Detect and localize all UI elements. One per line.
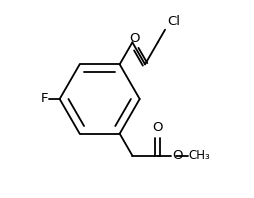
Text: F: F (40, 92, 48, 106)
Text: O: O (152, 121, 163, 134)
Text: O: O (129, 32, 139, 45)
Text: O: O (172, 149, 183, 162)
Text: Cl: Cl (167, 15, 180, 28)
Text: CH₃: CH₃ (189, 149, 211, 162)
